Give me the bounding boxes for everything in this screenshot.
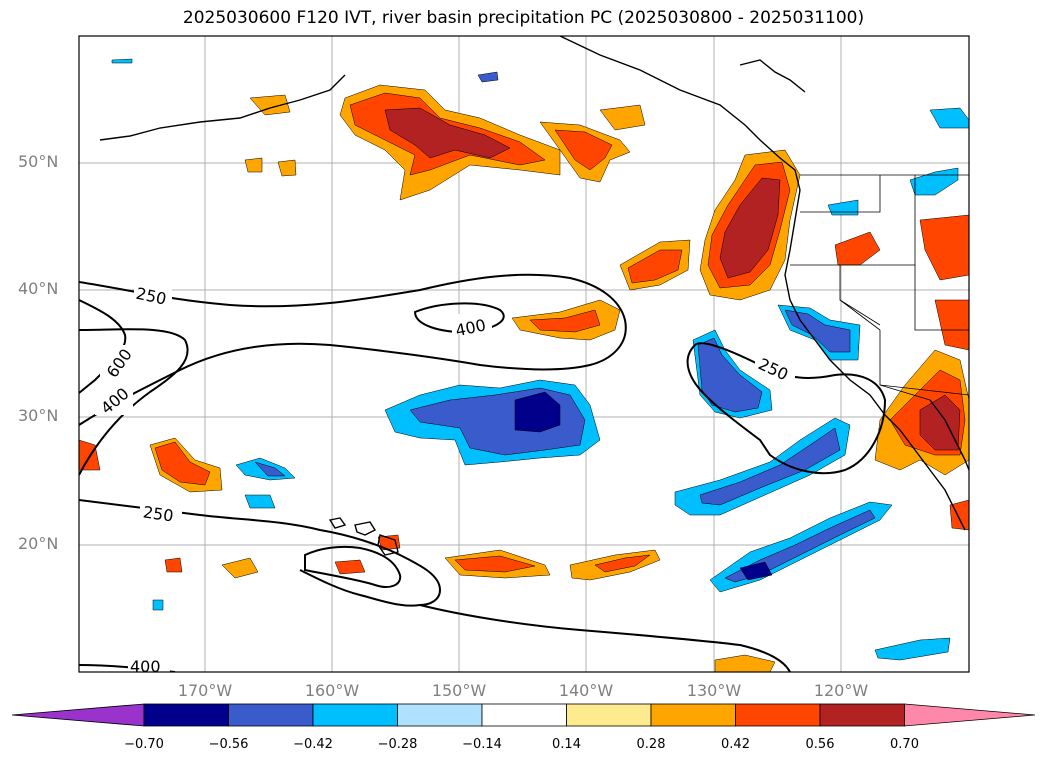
colorbar-label: −0.70: [124, 737, 164, 752]
colorbar-label: 0.28: [636, 737, 666, 752]
pc-patch-socal-strong: [919, 394, 961, 451]
lat-tick-50n: 50°N: [18, 152, 59, 171]
colorbar-bin-3: [312, 703, 398, 727]
nc-patch-ne: [929, 107, 969, 129]
coast-west-na: [784, 189, 966, 531]
colorbar-bin-4: [397, 703, 483, 727]
pc-patch-south-2-mid: [594, 554, 651, 573]
pc-patch-south-5: [164, 557, 183, 573]
lat-tick-30n: 30°N: [18, 406, 59, 425]
colorbar-label: −0.28: [377, 737, 418, 752]
nc-patch-diag1-mid: [699, 427, 841, 506]
coast-alaska: [99, 74, 346, 141]
lon-tick-150w: 150°W: [431, 681, 487, 700]
map-title: 2025030600 F120 IVT, river basin precipi…: [182, 8, 865, 28]
negative-pc-areas: [111, 58, 969, 661]
nc-patch-west: [244, 494, 276, 509]
colorbar: [11, 703, 1036, 727]
lon-tick-140w: 140°W: [558, 681, 614, 700]
colorbar-label: 0.70: [890, 737, 919, 752]
nc-patch-se: [874, 637, 951, 661]
contour-label-400-bottom: 400: [130, 657, 161, 676]
lon-tick-130w: 130°W: [686, 681, 742, 700]
colorbar-extend-low: [11, 703, 145, 727]
colorbar-bin-5: [481, 703, 567, 727]
coast-baja: [929, 399, 969, 471]
contour-label-250-south: 250: [142, 502, 175, 525]
colorbar-bin-2: [228, 703, 314, 727]
pc-patch-pnw-strong: [719, 177, 781, 279]
pc-patch-central-mid: [529, 309, 601, 333]
lat-tick-40n: 40°N: [18, 279, 59, 298]
pc-patch-bc: [599, 104, 646, 131]
coast-alaska-se: [559, 36, 801, 191]
pc-patch-south-4: [221, 557, 259, 579]
coast-hawaii-2: [354, 521, 377, 536]
lat-tick-20n: 20°N: [18, 534, 59, 553]
map-frame: [78, 35, 970, 673]
nc-patch-hawaii-mid: [254, 461, 286, 477]
nc-patch-nw: [477, 71, 499, 83]
colorbar-label: 0.56: [805, 737, 835, 752]
colorbar-label: 0.14: [552, 737, 581, 752]
colorbar-label: 0.42: [721, 737, 750, 752]
pc-patch-se-edge: [949, 499, 969, 531]
pc-patch-small-1: [249, 94, 291, 116]
contour-250-north: [79, 273, 627, 426]
contour-250-south: [79, 499, 442, 607]
nc-patch-nw2: [111, 58, 133, 64]
colorbar-bin-8: [735, 703, 821, 727]
positive-pc-areas: [79, 84, 969, 672]
colorbar-label: −0.14: [462, 737, 502, 752]
nc-patch-diag2-strong: [739, 561, 773, 581]
pc-patch-small-2: [244, 157, 263, 173]
lon-tick-170w: 170°W: [177, 681, 233, 700]
coast-ne-islands: [739, 59, 806, 93]
colorbar-label: −0.56: [208, 737, 249, 752]
pc-patch-ne-alaska-mid: [554, 129, 613, 171]
pc-patch-south-6: [714, 654, 776, 672]
colorbar-bin-1: [143, 703, 229, 727]
pc-patch-gulf-alaska-strong: [384, 107, 511, 159]
contour-400-west: [79, 328, 189, 476]
colorbar-bin-7: [650, 703, 736, 727]
coastlines: [99, 36, 969, 556]
pc-patch-south-1-mid: [454, 555, 536, 573]
ivt-contours: [79, 273, 887, 672]
colorbar-bin-9: [819, 703, 905, 727]
nc-patch-central-strong: [514, 391, 561, 433]
colorbar-extend-high: [904, 703, 1036, 727]
contour-hawaii-ring: [304, 545, 402, 588]
pc-patch-nevada: [834, 231, 881, 266]
coast-hawaii-3: [377, 534, 399, 556]
contour-400-inner: [413, 302, 505, 334]
pc-patch-offshore-ca-mid: [627, 249, 683, 284]
pc-patch-small-3: [277, 159, 297, 177]
nc-patch-dot: [152, 599, 164, 611]
coast-hawaii-1: [328, 517, 347, 529]
pc-patch-east-edge: [919, 214, 969, 281]
state-borders: [790, 174, 969, 401]
colorbar-label: −0.42: [293, 737, 333, 752]
pc-patch-west-1-mid: [154, 441, 211, 486]
lon-tick-120w: 120°W: [813, 681, 869, 700]
colorbar-bin-6: [566, 703, 652, 727]
lon-tick-160w: 160°W: [304, 681, 360, 700]
pc-patch-south-3: [334, 559, 366, 575]
contour-250-southbottom: [419, 604, 791, 672]
